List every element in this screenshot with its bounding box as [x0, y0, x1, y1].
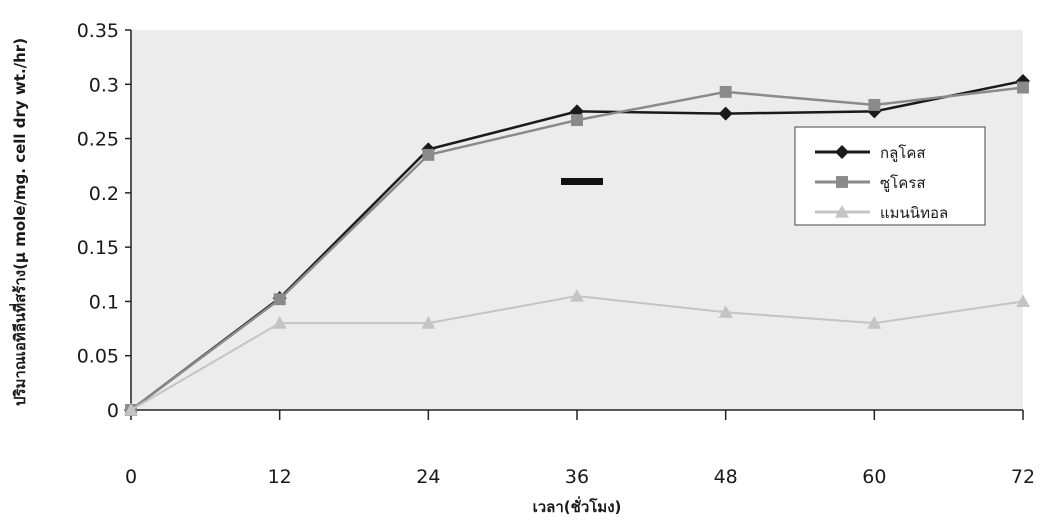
data-point	[571, 114, 583, 127]
legend-swatch-marker	[836, 176, 848, 188]
y-tick-label: 0.15	[77, 237, 119, 259]
y-tick-label: 0.3	[89, 74, 119, 96]
x-axis-ticks: 0 12 24 36 48 60 72	[125, 410, 1035, 488]
data-point	[868, 98, 881, 111]
data-point	[272, 316, 287, 329]
y-tick-label: 0.35	[77, 20, 119, 42]
legend-swatch-marker	[835, 145, 849, 159]
legend-entry: แมนนิทอล	[815, 204, 948, 222]
x-tick-label: 12	[268, 466, 292, 488]
legend-label: กลูโคส	[880, 144, 926, 162]
legend-box	[794, 126, 986, 226]
data-point	[1017, 81, 1029, 94]
y-tick-label: 0.2	[89, 183, 119, 205]
data-point	[1016, 294, 1030, 308]
x-tick-label: 72	[1011, 466, 1035, 488]
x-axis-title: เวลา(ชั่วโมง)	[533, 496, 622, 516]
y-axis-ticks: 0 0.05 0.1 0.15 0.2 0.25 0.3 0.35	[77, 20, 131, 422]
y-tick-label: 0.1	[89, 291, 119, 313]
data-point	[718, 305, 733, 318]
data-point	[422, 148, 435, 161]
y-axis-title: ปริมาณเอทิลีนที่สร้าง(µ mole/mg. cell dr…	[9, 38, 29, 406]
data-point	[718, 106, 733, 121]
dash-mark	[561, 178, 603, 185]
legend-entry: กลูโคส	[815, 144, 926, 162]
y-tick-label: 0.25	[77, 129, 119, 151]
data-point	[124, 403, 138, 416]
x-tick-label: 0	[125, 466, 137, 488]
legend-swatch-marker	[835, 205, 849, 218]
x-tick-label: 60	[862, 466, 886, 488]
x-tick-label: 36	[565, 466, 589, 488]
x-tick-label: 48	[714, 466, 738, 488]
x-tick-label: 24	[416, 466, 440, 488]
data-point	[867, 316, 882, 329]
data-point	[421, 316, 436, 329]
series-3	[124, 289, 1030, 416]
legend-entry: ซูโครส	[815, 174, 925, 192]
series-lines	[124, 74, 1030, 417]
y-tick-label: 0.05	[77, 346, 119, 368]
y-tick-label: 0	[107, 400, 119, 422]
data-point	[570, 289, 584, 302]
data-point	[719, 85, 732, 98]
data-point	[273, 293, 286, 306]
legend-label: แมนนิทอล	[880, 204, 948, 222]
legend-label: ซูโครส	[880, 174, 925, 192]
